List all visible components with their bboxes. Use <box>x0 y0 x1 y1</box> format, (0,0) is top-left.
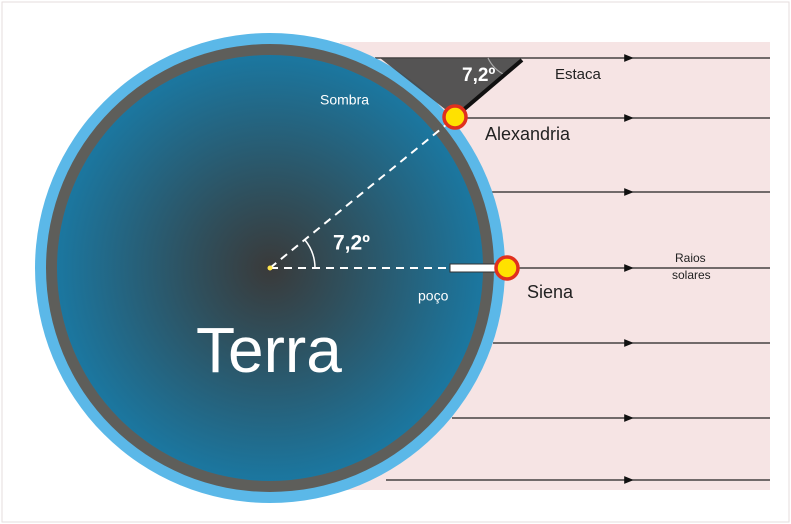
stake-angle-label: 7,2º <box>462 65 495 86</box>
alexandria-point <box>442 104 468 130</box>
stake <box>453 58 524 119</box>
stake-shadow <box>380 58 522 117</box>
center <box>267 265 273 271</box>
sun-rays <box>375 54 770 484</box>
rays-label: solares <box>672 268 711 282</box>
center-angle-label: 7,2º <box>333 232 370 255</box>
well <box>449 263 503 273</box>
siena-point <box>494 255 520 281</box>
center-angle-arc <box>304 239 316 269</box>
earth-label: Terra <box>196 314 342 386</box>
siena-label: Siena <box>527 282 574 302</box>
radii <box>269 119 453 269</box>
well-label: poço <box>418 288 449 304</box>
shadow-label: Sombra <box>320 92 369 108</box>
stake-label: Estaca <box>555 66 602 83</box>
rays-label: Raios <box>675 251 706 265</box>
alexandria-label: Alexandria <box>485 124 571 144</box>
